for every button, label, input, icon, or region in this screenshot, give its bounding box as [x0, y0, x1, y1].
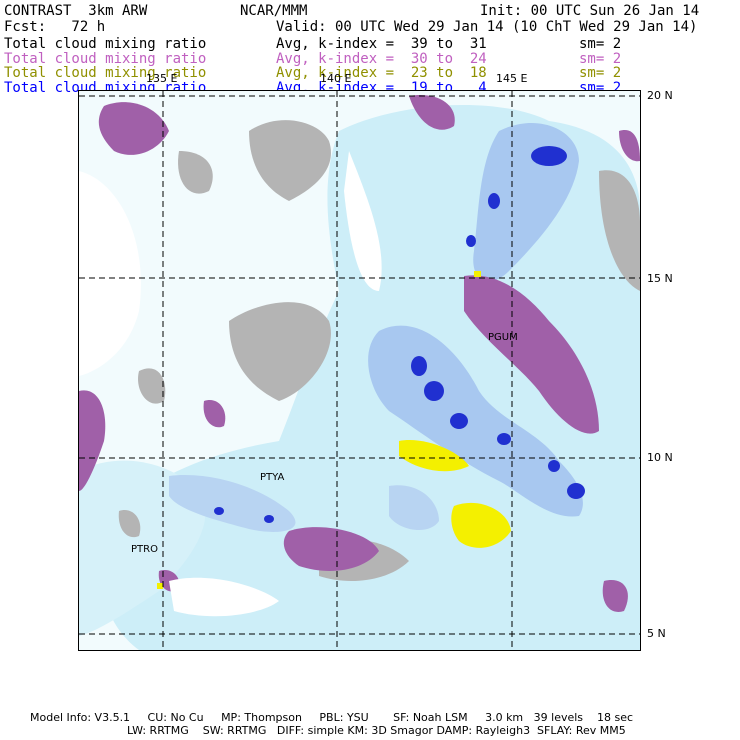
legend-sm-1: sm= 2 — [579, 36, 622, 52]
center-name: NCAR/MMM — [240, 3, 308, 19]
purple-patch-8 — [602, 580, 628, 612]
legend-range-3: Avg, k-index = 23 to 18 — [276, 65, 487, 81]
valid-time: Valid: 00 UTC Wed 29 Jan 14 (10 ChT Wed … — [276, 19, 698, 35]
cloud-field — [79, 91, 640, 650]
purple-patch-1 — [98, 102, 169, 155]
legend-range-2: Avg, k-index = 30 to 24 — [276, 51, 487, 67]
station-label-pgum: PGUM — [488, 332, 518, 343]
legend-sm-3: sm= 2 — [579, 65, 622, 81]
gray-patch-3 — [229, 302, 331, 401]
clear-area-1 — [79, 171, 141, 376]
dark-core-1 — [531, 146, 567, 166]
purple-patch-7 — [619, 130, 640, 162]
yellow-patch-4 — [157, 583, 163, 589]
dark-blue-cores — [214, 146, 585, 525]
graticule — [79, 91, 640, 650]
lat-label-15n: 15 N — [647, 272, 673, 285]
model-info-line2: LW: RRTMG SW: RRTMG DIFF: simple KM: 3D … — [127, 724, 626, 737]
model-info-line1: Model Info: V3.5.1 CU: No Cu MP: Thompso… — [30, 711, 634, 724]
lon-label-145e: 145 E — [496, 72, 528, 85]
lat-label-5n: 5 N — [647, 627, 666, 640]
legend-name-2: Total cloud mixing ratio — [4, 51, 207, 67]
dark-core-10 — [214, 507, 224, 515]
lat-label-20n: 20 N — [647, 89, 673, 102]
purple-patch-3 — [464, 275, 599, 434]
dark-core-6 — [450, 413, 468, 429]
lon-label-135e: 135 E — [146, 72, 178, 85]
dark-core-5 — [424, 381, 444, 401]
purple-patch-5 — [283, 527, 379, 571]
dark-core-4 — [411, 356, 427, 376]
station-label-ptya: PTYA — [260, 472, 285, 483]
dark-core-9 — [567, 483, 585, 499]
lat-label-10n: 10 N — [647, 451, 673, 464]
model-title: CONTRAST 3km ARW — [4, 3, 148, 19]
yellow-patch-3 — [474, 271, 481, 277]
clear-area-2 — [344, 151, 382, 291]
legend-name-3: Total cloud mixing ratio — [4, 65, 207, 81]
forecast-hour: Fcst: 72 h — [4, 19, 106, 35]
yellow-cloud-patches — [157, 271, 511, 589]
dark-core-7 — [497, 433, 511, 445]
map-panel — [78, 90, 641, 651]
lon-label-140e: 140 E — [320, 72, 352, 85]
gray-patch-5 — [599, 170, 640, 291]
gray-patch-2 — [178, 151, 213, 194]
mid-blue-band-south — [169, 475, 296, 532]
yellow-patch-1 — [399, 440, 469, 472]
legend-range-1: Avg, k-index = 39 to 31 — [276, 36, 487, 52]
legend-name-1: Total cloud mixing ratio — [4, 36, 207, 52]
dark-core-11 — [264, 515, 274, 523]
dark-core-2 — [488, 193, 500, 209]
init-time: Init: 00 UTC Sun 26 Jan 14 — [480, 3, 700, 19]
gray-cloud-patches — [118, 120, 640, 581]
dark-core-8 — [548, 460, 560, 472]
purple-patch-6 — [203, 400, 226, 428]
gray-patch-7 — [118, 510, 141, 538]
gray-patch-1 — [249, 120, 331, 201]
station-label-ptro: PTRO — [131, 544, 158, 555]
clear-area-3 — [169, 577, 279, 617]
purple-patch-2 — [409, 95, 455, 130]
dark-core-3 — [466, 235, 476, 247]
mid-blue-band-southeast — [389, 485, 439, 531]
gray-patch-4 — [138, 368, 166, 404]
yellow-patch-2 — [451, 502, 511, 548]
light-blue-cloud-west — [79, 460, 206, 636]
purple-cloud-patches — [79, 95, 640, 612]
purple-patch-4 — [79, 390, 106, 491]
clear-sky-areas — [79, 151, 382, 617]
legend-sm-2: sm= 2 — [579, 51, 622, 67]
